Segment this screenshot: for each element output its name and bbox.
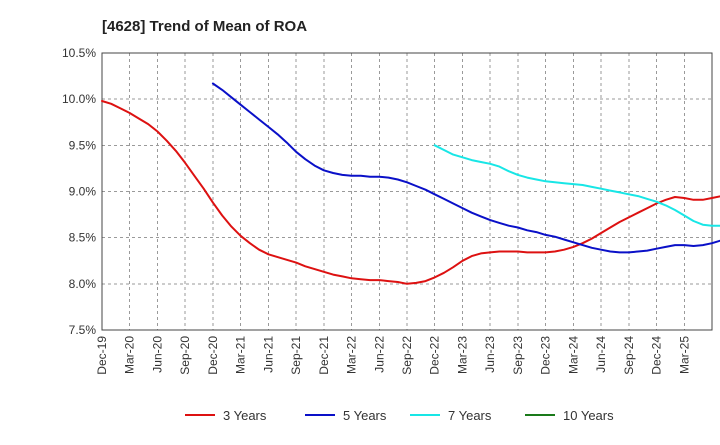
series-line-5-years [211,82,720,254]
x-tick-label: Jun-24 [594,336,608,373]
y-tick-label: 8.0% [69,277,97,291]
chart-title: [4628] Trend of Mean of ROA [102,18,307,35]
legend-label: 10 Years [563,408,614,423]
x-tick-label: Jun-23 [483,336,497,373]
x-tick-label: Dec-19 [95,336,109,375]
x-tick-label: Dec-21 [317,336,331,375]
series-layer [101,82,720,285]
legend-label: 5 Years [343,408,387,423]
series-line-3-years [101,100,720,285]
x-tick-label: Mar-24 [566,336,580,374]
legend-label: 3 Years [223,408,267,423]
y-tick-label: 8.5% [69,231,97,245]
y-tick-label: 7.5% [69,323,97,337]
x-tick-label: Mar-22 [345,336,359,374]
x-tick-label: Dec-24 [650,336,664,375]
series-line-7-years [433,144,720,227]
x-tick-label: Jun-20 [150,336,164,373]
x-tick-label: Sep-20 [178,336,192,375]
x-tick-label: Mar-23 [455,336,469,374]
y-tick-label: 9.5% [69,138,97,152]
axis-layer: 7.5% 8.0% 8.5% 9.0% 9.5% 10.0% 10.5% Dec-19 Mar-… [62,46,713,375]
plot-frame [101,52,713,331]
x-tick-label: Dec-20 [206,336,220,375]
y-tick-label: 9.0% [69,185,97,199]
grid-layer [101,52,713,331]
y-tick-label: 10.5% [62,46,96,60]
legend: 3 Years 5 Years 7 Years 10 Years [185,408,614,423]
x-tick-label: Sep-22 [400,336,414,375]
x-tick-label: Mar-21 [234,336,248,374]
x-tick-label: Sep-24 [622,336,636,375]
y-tick-label: 10.0% [62,92,96,106]
x-tick-label: Jun-21 [261,336,275,373]
x-tick-label: Dec-22 [428,336,442,375]
x-tick-label: Dec-23 [539,336,553,375]
x-tick-label: Mar-20 [123,336,137,374]
legend-label: 7 Years [448,408,492,423]
x-tick-label: Sep-21 [289,336,303,375]
x-tick-label: Mar-25 [677,336,691,374]
x-tick-label: Jun-22 [372,336,386,373]
x-tick-label: Sep-23 [511,336,525,375]
